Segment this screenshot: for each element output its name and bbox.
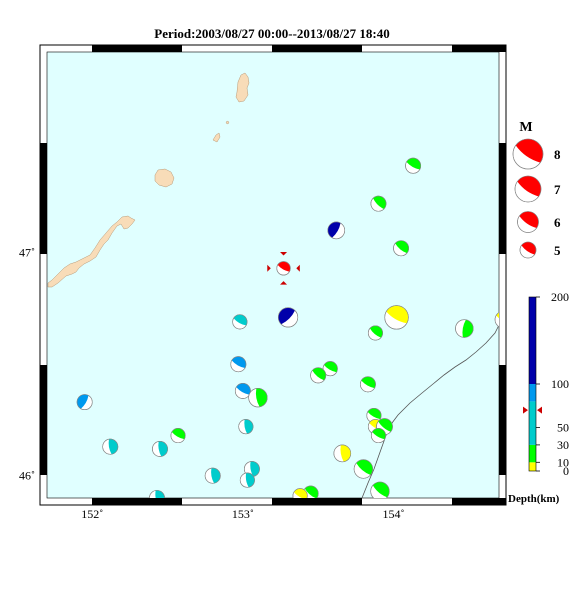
x-tick-label: 154˚ xyxy=(383,507,405,521)
earthquake-symbol xyxy=(234,383,251,399)
earthquake-symbol xyxy=(494,312,499,328)
depth-color-band xyxy=(529,462,536,471)
earthquake-symbol xyxy=(327,221,346,240)
earthquake-symbol xyxy=(322,361,338,377)
island-north-peak xyxy=(235,72,250,103)
depth-color-bar xyxy=(528,296,537,472)
map-title: Period:2003/08/27 00:00--2013/08/27 18:4… xyxy=(154,26,389,41)
earthquake-symbol xyxy=(393,240,409,257)
earthquake-symbol xyxy=(238,419,254,435)
frame-scale-bars xyxy=(40,45,506,505)
depth-scale-title: Depth(km) xyxy=(508,493,560,505)
earthquake-symbol xyxy=(370,195,387,212)
depth-color-band xyxy=(529,384,536,402)
earthquake-symbol xyxy=(239,472,255,488)
x-tick-label: 152˚ xyxy=(81,507,103,521)
earthquake-symbol xyxy=(170,428,186,444)
earthquake-symbol xyxy=(455,319,474,338)
magnitude-legend-title: M xyxy=(519,120,532,135)
earthquake-symbol xyxy=(102,438,119,455)
depth-tick-label: 30 xyxy=(557,438,569,452)
earthquake-symbol xyxy=(333,444,352,463)
x-axis-tick-labels: 152˚ 153˚ 154˚ xyxy=(81,507,404,521)
magnitude-legend-symbol xyxy=(517,211,539,233)
earthquake-symbol xyxy=(405,157,422,174)
y-axis-tick-labels: 46˚ 47˚ xyxy=(19,246,35,483)
depth-marker xyxy=(523,406,542,414)
earthquake-symbol xyxy=(384,305,409,330)
earthquake-symbol xyxy=(360,376,376,393)
magnitude-legend-symbol xyxy=(514,175,542,203)
earthquake-symbol xyxy=(204,467,221,484)
earthquake-symbol xyxy=(366,407,382,423)
earthquake-symbol xyxy=(292,488,308,498)
islet-small xyxy=(212,132,221,143)
islet-tiny xyxy=(225,120,230,125)
earthquake-events xyxy=(76,157,499,498)
sea-area xyxy=(46,51,500,499)
earthquake-symbol xyxy=(76,394,93,411)
y-tick-label: 47˚ xyxy=(19,246,35,260)
land-islands xyxy=(47,72,250,288)
highlighted-earthquake-symbol xyxy=(267,252,300,285)
depth-color-band xyxy=(529,297,536,384)
map-frame xyxy=(39,44,507,506)
magnitude-legend: M 8 7 6 5 xyxy=(512,120,561,259)
earthquake-symbol xyxy=(232,314,248,330)
earthquake-symbol xyxy=(152,441,168,457)
magnitude-legend-label: 5 xyxy=(554,243,561,258)
depth-scale-ticks: 010 30 50 100 200 xyxy=(536,290,569,478)
earthquake-symbol xyxy=(230,356,247,373)
depth-color-band xyxy=(529,401,536,445)
kuril-trench-line xyxy=(361,324,499,498)
earthquake-symbol xyxy=(149,490,165,498)
magnitude-legend-symbol xyxy=(519,241,537,259)
depth-tick-label: 50 xyxy=(557,421,569,435)
earthquake-symbol xyxy=(370,428,386,444)
island-round-middle xyxy=(154,168,175,188)
depth-scale: 010 30 50 100 200 Depth(km) xyxy=(508,290,569,505)
magnitude-legend-symbol xyxy=(512,138,544,170)
magnitude-legend-label: 6 xyxy=(554,215,561,230)
magnitude-legend-label: 7 xyxy=(554,182,561,197)
earthquake-symbol xyxy=(353,459,374,479)
depth-tick-label: 0 xyxy=(563,464,569,478)
depth-tick-label: 200 xyxy=(551,290,569,304)
earthquake-symbol xyxy=(248,388,268,408)
depth-tick-label: 10 xyxy=(557,455,569,469)
depth-tick-label: 100 xyxy=(551,377,569,391)
magnitude-legend-label: 8 xyxy=(554,147,561,162)
earthquake-symbol xyxy=(367,325,383,341)
depth-color-band xyxy=(529,444,536,463)
earthquake-symbol xyxy=(370,481,390,498)
magnitude-legend-items: 8 7 6 5 xyxy=(512,138,561,259)
x-tick-label: 153˚ xyxy=(232,507,254,521)
island-large-southwest xyxy=(47,215,136,288)
y-tick-label: 46˚ xyxy=(19,469,35,483)
earthquake-symbol xyxy=(278,307,299,328)
earthquake-symbol xyxy=(310,367,327,384)
